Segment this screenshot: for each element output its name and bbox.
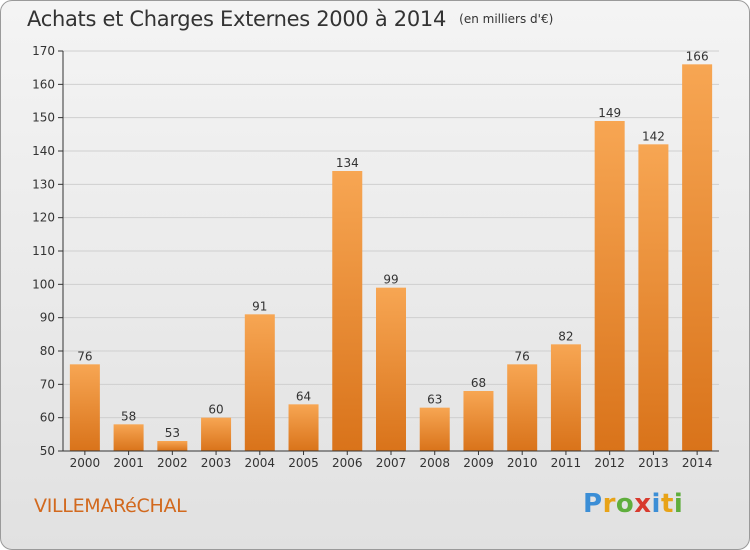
y-tick-label: 120 <box>32 211 55 225</box>
x-tick-label: 2000 <box>70 456 101 470</box>
x-tick-label: 2007 <box>376 456 407 470</box>
bar <box>201 417 232 451</box>
x-tick-label: 2003 <box>201 456 232 470</box>
bar <box>463 391 494 451</box>
y-tick-label: 140 <box>32 144 55 158</box>
x-tick-label: 2012 <box>594 456 625 470</box>
data-label: 76 <box>77 349 92 363</box>
data-label: 99 <box>383 273 398 287</box>
data-label: 60 <box>208 403 223 417</box>
y-tick-label: 150 <box>32 111 55 125</box>
bar <box>113 424 144 451</box>
x-tick-label: 2008 <box>419 456 450 470</box>
bar <box>682 64 713 452</box>
data-label: 58 <box>121 409 136 423</box>
data-label: 76 <box>515 349 530 363</box>
chart-header: Achats et Charges Externes 2000 à 2014 (… <box>27 7 553 31</box>
y-tick-label: 90 <box>40 311 55 325</box>
x-tick-label: 2001 <box>113 456 144 470</box>
x-tick-label: 2013 <box>638 456 669 470</box>
data-label: 82 <box>558 329 573 343</box>
data-label: 166 <box>686 49 709 63</box>
bar <box>69 364 100 451</box>
x-tick-label: 2011 <box>551 456 582 470</box>
bar <box>638 144 669 452</box>
x-tick-label: 2005 <box>288 456 319 470</box>
x-tick-label: 2004 <box>245 456 276 470</box>
bar <box>157 441 188 451</box>
y-tick-label: 160 <box>32 77 55 91</box>
y-tick-label: 70 <box>40 377 55 391</box>
x-tick-label: 2010 <box>507 456 538 470</box>
bar <box>376 287 406 451</box>
data-label: 64 <box>296 389 311 403</box>
y-tick-label: 50 <box>40 444 55 458</box>
commune-name: VILLEMARéCHAL <box>34 495 187 517</box>
chart-subtitle: (en milliers d'€) <box>459 12 554 26</box>
data-label: 63 <box>427 393 442 407</box>
bar <box>244 314 275 451</box>
y-tick-label: 130 <box>32 177 55 191</box>
y-tick-label: 170 <box>32 44 55 58</box>
x-tick-label: 2009 <box>463 456 494 470</box>
y-tick-label: 100 <box>32 277 55 291</box>
bar <box>550 344 581 451</box>
bar <box>419 407 450 451</box>
chart-title: Achats et Charges Externes 2000 à 2014 <box>27 7 447 31</box>
x-tick-label: 2002 <box>157 456 188 470</box>
data-label: 142 <box>642 129 665 143</box>
bar <box>507 364 538 451</box>
bar <box>594 121 625 451</box>
x-tick-label: 2006 <box>332 456 363 470</box>
data-label: 68 <box>471 376 486 390</box>
data-label: 134 <box>336 156 359 170</box>
x-tick-label: 2014 <box>682 456 713 470</box>
bar <box>332 171 363 451</box>
data-label: 91 <box>252 299 267 313</box>
bar <box>288 404 319 451</box>
y-tick-label: 110 <box>32 244 55 258</box>
y-tick-label: 80 <box>40 344 55 358</box>
data-label: 53 <box>165 426 180 440</box>
brand-logo: Proxiti <box>583 489 684 519</box>
data-label: 149 <box>598 106 621 120</box>
y-tick-label: 60 <box>40 411 55 425</box>
